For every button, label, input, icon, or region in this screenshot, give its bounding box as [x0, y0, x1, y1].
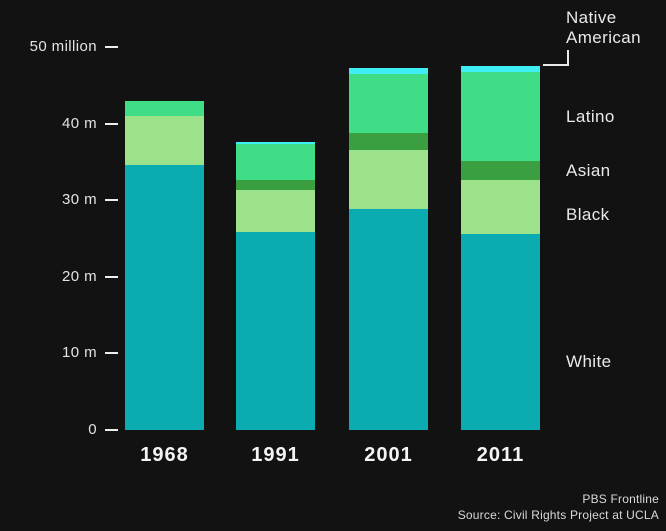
bar-segment-latino [349, 73, 428, 133]
y-axis-tick [105, 352, 118, 355]
bar-segment-black [125, 115, 204, 165]
bar-segment-white [125, 164, 204, 430]
native-american-connector-line-horizontal [543, 64, 569, 66]
legend-label-black: Black [566, 205, 610, 224]
bar-segment-latino [461, 71, 540, 162]
legend-label-asian: Asian [566, 161, 611, 180]
legend-label-white: White [566, 352, 612, 371]
bar-segment-asian [349, 132, 428, 150]
x-axis-label: 2011 [476, 444, 525, 466]
legend-label-native-american: Native American [566, 8, 642, 47]
bar-segment-black [461, 180, 540, 234]
bar-segment-black [236, 190, 315, 233]
bar-segment-white [236, 232, 315, 430]
y-axis-tick [105, 46, 118, 48]
y-axis-label: 10 m [62, 344, 97, 362]
y-axis-label: 50 million [29, 38, 97, 55]
footer: PBS Frontline Source: Civil Rights Proje… [458, 491, 659, 523]
bar-segment-asian [236, 179, 315, 191]
bar-segment-white [349, 209, 428, 430]
y-axis-label: 40 m [62, 114, 97, 132]
bar-segment-black [349, 149, 428, 210]
y-axis-label: 30 m [62, 191, 97, 209]
bar-segment-native-american [236, 141, 315, 145]
legend-label-latino: Latino [566, 107, 615, 126]
bar-segment-native-american [349, 67, 428, 74]
y-axis-tick [105, 199, 118, 202]
x-axis-label: 1991 [251, 444, 300, 466]
credit-text: PBS Frontline [582, 492, 659, 506]
bar-segment-latino [236, 144, 315, 180]
native-american-connector-line-vertical [567, 50, 569, 66]
x-axis-label: 2001 [364, 444, 413, 466]
bar-segment-native-american [461, 66, 540, 72]
y-axis-label: 0 [88, 421, 97, 438]
bar-segment-latino [125, 100, 204, 116]
x-axis-label: 1968 [140, 444, 189, 466]
source-text: Source: Civil Rights Project at UCLA [457, 508, 659, 522]
y-axis-tick [105, 122, 118, 125]
bar-segment-asian [461, 161, 540, 181]
y-axis-label: 20 m [62, 267, 97, 285]
y-axis-tick [105, 429, 118, 431]
y-axis-tick [105, 275, 118, 278]
bar-segment-white [461, 233, 540, 430]
